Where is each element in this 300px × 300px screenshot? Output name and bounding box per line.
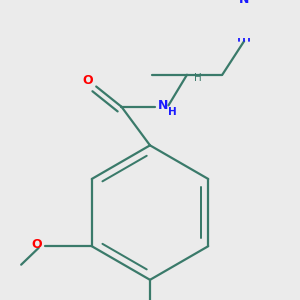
Text: N: N [239, 0, 249, 6]
Text: N: N [158, 99, 169, 112]
Text: O: O [31, 238, 42, 251]
Text: O: O [82, 74, 93, 87]
Text: H: H [194, 73, 202, 83]
Text: H: H [168, 107, 177, 117]
